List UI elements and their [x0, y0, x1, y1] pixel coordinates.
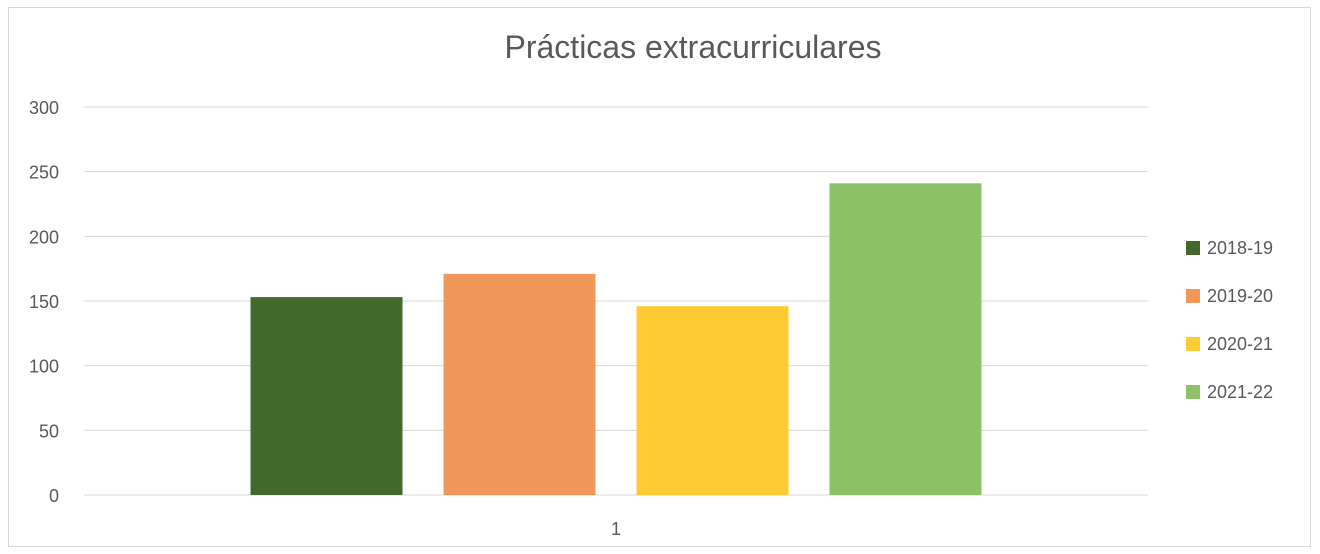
x-axis-ticks: 1	[611, 519, 621, 539]
bar-2020-21	[636, 306, 789, 495]
y-tick-label: 300	[29, 98, 59, 118]
legend-item: 2021-22	[1186, 382, 1273, 402]
legend-label: 2019-20	[1207, 286, 1273, 306]
legend-label: 2018-19	[1207, 238, 1273, 258]
y-tick-label: 150	[29, 292, 59, 312]
legend-item: 2020-21	[1186, 334, 1273, 354]
legend-swatch	[1186, 241, 1200, 255]
bar-2018-19	[250, 297, 403, 495]
y-tick-label: 250	[29, 163, 59, 183]
bars	[250, 183, 982, 495]
y-tick-label: 100	[29, 357, 59, 377]
legend-swatch	[1186, 289, 1200, 303]
gridlines	[84, 106, 1148, 496]
y-tick-label: 50	[39, 421, 59, 441]
x-tick-label: 1	[611, 519, 621, 539]
y-axis-ticks: 0 50 100 150 200 250 300	[29, 98, 59, 506]
bar-2019-20	[443, 273, 596, 495]
legend-label: 2021-22	[1207, 382, 1273, 402]
y-tick-label: 0	[49, 486, 59, 506]
legend-item: 2018-19	[1186, 238, 1273, 258]
bar-2021-22	[829, 183, 982, 495]
legend-swatch	[1186, 385, 1200, 399]
legend-swatch	[1186, 337, 1200, 351]
y-tick-label: 200	[29, 227, 59, 247]
chart-title: Prácticas extracurriculares	[505, 29, 882, 65]
legend: 2018-19 2019-20 2020-21 2021-22	[1186, 238, 1273, 402]
legend-item: 2019-20	[1186, 286, 1273, 306]
legend-label: 2020-21	[1207, 334, 1273, 354]
